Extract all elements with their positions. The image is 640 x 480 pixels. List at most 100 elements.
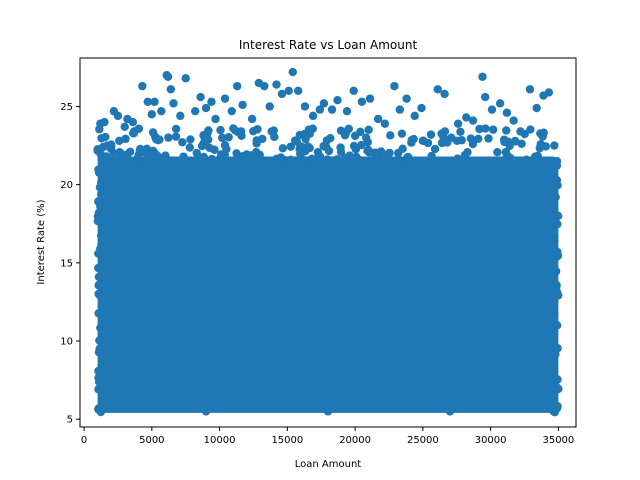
scatter-point xyxy=(326,133,335,143)
scatter-point xyxy=(551,267,561,276)
dense-point-cloud xyxy=(93,124,563,417)
scatter-point xyxy=(508,160,517,169)
scatter-point xyxy=(407,136,416,145)
scatter-point xyxy=(291,136,300,145)
scatter-point xyxy=(367,158,377,168)
scatter-point xyxy=(510,136,520,146)
scatter-point xyxy=(93,216,103,226)
x-tick-label: 25000 xyxy=(407,435,439,446)
scatter-point xyxy=(305,129,314,139)
x-tick-label: 15000 xyxy=(271,435,303,446)
scatter-point xyxy=(178,138,187,147)
scatter-point xyxy=(304,164,314,174)
scatter-point xyxy=(385,148,394,158)
scatter-point xyxy=(166,85,175,94)
scatter-point xyxy=(161,151,170,160)
scatter-point xyxy=(163,72,173,81)
scatter-point xyxy=(315,105,325,114)
scatter-point xyxy=(96,244,105,253)
scatter-point xyxy=(204,135,213,144)
scatter-point xyxy=(94,289,103,299)
scatter-point xyxy=(96,346,105,355)
scatter-point xyxy=(349,141,359,151)
scatter-point xyxy=(500,137,509,147)
scatter-point xyxy=(96,231,106,240)
scatter-point xyxy=(260,81,269,91)
scatter-point xyxy=(179,152,188,161)
y-axis-ticks: 5 10 15 20 25 xyxy=(60,102,80,426)
scatter-point xyxy=(300,102,310,111)
scatter-point xyxy=(100,117,109,127)
scatter-point xyxy=(113,111,123,121)
scatter-point xyxy=(430,144,440,154)
scatter-point xyxy=(233,81,242,91)
scatter-point xyxy=(550,235,559,245)
scatter-point xyxy=(487,105,497,114)
x-tick-label: 10000 xyxy=(204,435,236,446)
scatter-point xyxy=(373,114,383,124)
scatter-point xyxy=(153,151,162,160)
scatter-point xyxy=(155,164,164,173)
scatter-point xyxy=(532,103,541,113)
scatter-point xyxy=(418,136,428,146)
scatter-point xyxy=(268,161,277,170)
y-tick-label: 15 xyxy=(60,258,73,269)
scatter-point xyxy=(98,266,107,275)
scatter-point xyxy=(278,144,288,153)
scatter-point xyxy=(100,175,109,185)
scatter-point xyxy=(548,174,558,183)
scatter-point xyxy=(322,143,331,152)
scatter-point xyxy=(154,135,163,145)
scatter-point xyxy=(468,116,478,125)
scatter-point xyxy=(327,105,337,114)
scatter-point xyxy=(484,134,493,143)
x-tick-label: 20000 xyxy=(339,435,371,446)
x-axis-ticks: 0 5000 10000 15000 20000 25000 30000 35000 xyxy=(81,427,574,446)
scatter-point xyxy=(148,128,158,137)
scatter-point xyxy=(94,373,103,383)
scatter-point xyxy=(105,186,115,196)
scatter-point xyxy=(553,344,562,353)
scatter-point xyxy=(297,142,306,151)
y-tick-label: 25 xyxy=(60,102,73,113)
scatter-point xyxy=(544,88,554,97)
scatter-point xyxy=(536,140,545,149)
scatter-point xyxy=(288,67,297,77)
scatter-point xyxy=(265,102,274,111)
scatter-point xyxy=(357,140,366,150)
scatter-point xyxy=(247,151,256,160)
scatter-point xyxy=(232,149,241,158)
scatter-point xyxy=(480,160,490,170)
scatter-point xyxy=(435,159,445,168)
scatter-point xyxy=(201,103,211,113)
scatter-point xyxy=(319,99,329,108)
scatter-point xyxy=(352,152,361,162)
scatter-point xyxy=(440,89,449,99)
scatter-point xyxy=(552,383,562,392)
scatter-point xyxy=(344,124,353,133)
scatter-point xyxy=(426,130,436,139)
scatter-point xyxy=(539,128,548,137)
scatter-point xyxy=(272,154,281,164)
scatter-point xyxy=(502,108,512,117)
y-tick-label: 5 xyxy=(67,415,73,426)
scatter-point xyxy=(361,133,371,142)
scatter-point xyxy=(323,407,333,416)
scatter-point xyxy=(319,161,329,170)
scatter-point xyxy=(176,111,185,121)
scatter-point xyxy=(380,154,389,164)
scatter-point xyxy=(216,125,225,135)
scatter-point xyxy=(102,141,112,150)
scatter-point xyxy=(207,154,217,164)
scatter-point xyxy=(365,94,375,103)
scatter-point xyxy=(229,124,238,133)
scatter-point xyxy=(192,148,201,158)
scatter-point xyxy=(286,142,295,151)
scatter-point xyxy=(94,309,103,318)
scatter-point xyxy=(286,155,296,165)
scatter-point xyxy=(332,155,342,164)
scatter-point xyxy=(315,152,325,161)
scatter-point xyxy=(390,81,399,91)
scatter-point xyxy=(474,134,483,144)
